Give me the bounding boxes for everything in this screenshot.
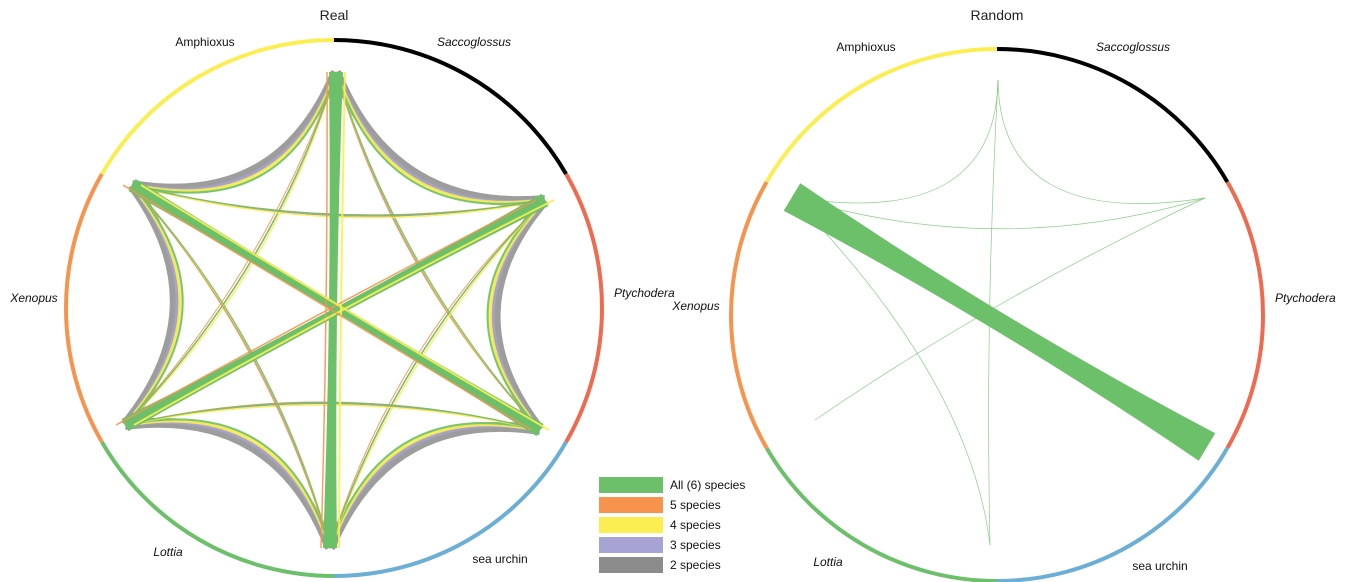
link-skip-yellow (131, 184, 546, 219)
link-neighbor-green (124, 184, 184, 426)
link-neighbor-green (335, 71, 546, 205)
link-random-thin (791, 79, 999, 204)
panel-real: Real Saccoglossus Ptychodera sea urchin … (9, 7, 675, 578)
link-opposite-orange (115, 199, 537, 426)
ring-segment-saccoglossus (333, 38, 568, 176)
legend-swatch-2 (599, 557, 663, 573)
label-saccoglossus: Saccoglossus (437, 35, 511, 49)
legend-swatch-3 (599, 537, 663, 553)
ring-segment-ptychodera (564, 173, 604, 443)
ring-segment-xenopus (64, 173, 104, 443)
link-opposite-orange (320, 71, 328, 549)
link-neighbor-green (486, 199, 546, 431)
link-neighbor-green (124, 418, 331, 549)
legend-swatch-4 (599, 517, 663, 533)
link-neighbor-yellow (131, 71, 338, 194)
ring-segment-amphioxus (764, 47, 998, 184)
ring-segment-xenopus (729, 181, 769, 449)
panel-title-real: Real (320, 7, 349, 23)
link-opposite-yellow (133, 199, 555, 426)
link-opposite-yellow (338, 71, 346, 549)
legend-label-5: 5 species (670, 498, 721, 512)
ring-segment-lottia (100, 440, 335, 578)
legend-swatch-all (599, 477, 663, 493)
ring-segment-lottia (764, 446, 998, 582)
label-ptychodera-random: Ptychodera (1275, 291, 1336, 305)
panel-random: Random Saccoglossus Ptychodera sea urchi… (671, 7, 1336, 582)
link-neighbor-green (131, 71, 337, 194)
label-xenopus: Xenopus (9, 291, 57, 305)
ring-segment-amphioxus (100, 38, 335, 176)
links-random (783, 79, 1216, 546)
label-xenopus-random: Xenopus (671, 299, 719, 313)
link-random-thin (997, 79, 1206, 204)
link-random-thin (814, 197, 1206, 421)
ring-segment-saccoglossus (996, 47, 1230, 184)
legend-label-2: 2 species (670, 558, 721, 572)
link-opposite-orange (122, 184, 532, 431)
ring-real (64, 38, 604, 578)
label-ptychodera: Ptychodera (614, 286, 675, 300)
label-lottia-random: Lottia (813, 555, 843, 569)
link-ribbon-green (128, 178, 544, 437)
label-saccoglossus-random: Saccoglossus (1096, 40, 1170, 54)
panel-title-random: Random (971, 7, 1024, 23)
link-random-thin (791, 196, 1206, 230)
ring-segment-sea-urchin (996, 446, 1230, 582)
legend-label-all: All (6) species (670, 478, 745, 492)
label-amphioxus-random: Amphioxus (836, 40, 895, 54)
ring-segment-sea-urchin (333, 440, 568, 578)
link-random-thin (791, 196, 991, 546)
label-sea-urchin: sea urchin (472, 552, 527, 566)
link-skip-orange (335, 71, 541, 431)
ring-segment-ptychodera (1225, 181, 1265, 449)
links-real (115, 70, 555, 550)
legend-label-3: 3 species (670, 538, 721, 552)
legend-swatch-5 (599, 497, 663, 513)
link-random-ribbon (783, 183, 1216, 461)
label-amphioxus: Amphioxus (175, 35, 234, 49)
ring-random (729, 47, 1265, 582)
link-opposite-yellow (140, 184, 550, 431)
label-lottia: Lottia (153, 545, 183, 559)
link-neighbor-green (329, 422, 541, 549)
legend: All (6) species 5 species 4 species 3 sp… (599, 477, 745, 573)
legend-label-4: 4 species (670, 518, 721, 532)
label-sea-urchin-random: sea urchin (1132, 559, 1187, 573)
